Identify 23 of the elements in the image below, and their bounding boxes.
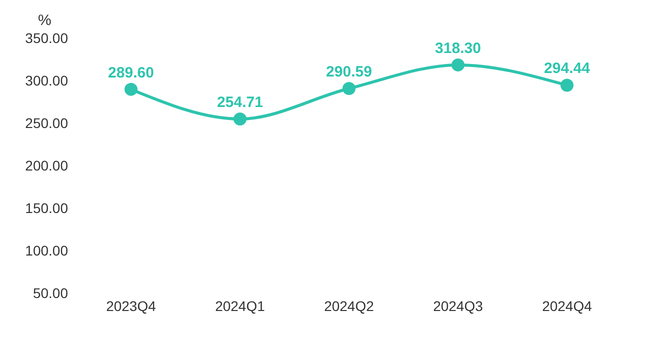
data-label: 318.30: [435, 40, 481, 57]
y-tick-label: 50.00: [32, 284, 68, 301]
data-label: 289.60: [108, 64, 154, 82]
y-tick-label: 200.00: [25, 157, 68, 174]
point: [342, 82, 356, 95]
y-axis-title: %: [38, 12, 52, 29]
point: [124, 82, 138, 96]
data-label: 294.44: [544, 60, 591, 78]
x-tick-label: 2024Q1: [215, 298, 266, 314]
y-tick-label: 100.00: [25, 242, 68, 258]
point: [452, 58, 464, 72]
x-tick-label: 2024Q2: [324, 298, 374, 314]
x-tick-label: 2023Q4: [106, 298, 156, 314]
point: [560, 78, 574, 92]
data-label: 290.59: [326, 64, 372, 80]
y-tick-label: 350.00: [25, 30, 68, 46]
y-tick-label: 300.00: [25, 72, 68, 88]
y-tick-label: 150.00: [25, 200, 68, 216]
x-tick-label: 2024Q4: [542, 298, 592, 314]
point: [234, 112, 246, 126]
x-tick-label: 2024Q3: [433, 298, 484, 314]
data-label: 254.71: [217, 94, 263, 111]
y-tick-label: 250.00: [25, 114, 68, 131]
